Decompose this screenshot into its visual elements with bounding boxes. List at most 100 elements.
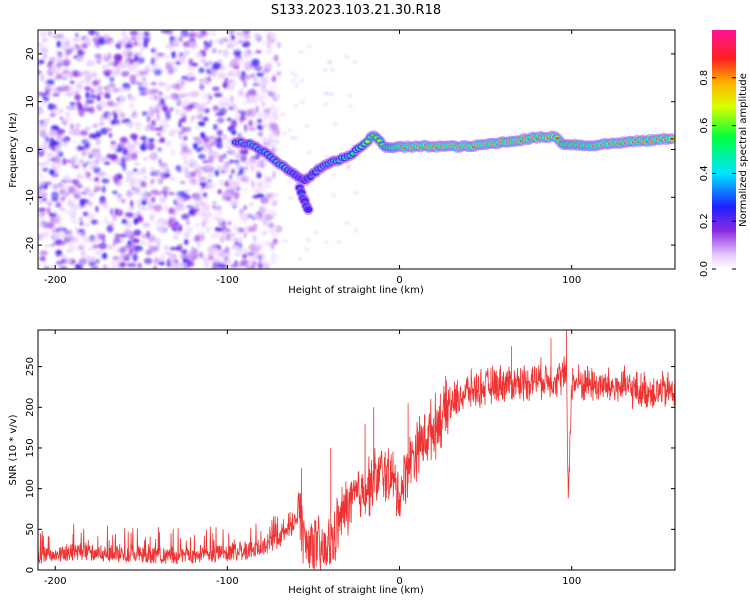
noise-speckle	[239, 242, 243, 246]
noise-speckle	[101, 66, 108, 71]
noise-speckle	[62, 157, 67, 166]
noise-speckle	[151, 63, 161, 71]
noise-speckle	[167, 68, 175, 75]
noise-speckle	[184, 166, 188, 174]
noise-speckle	[348, 104, 353, 108]
noise-speckle	[150, 245, 159, 252]
noise-speckle	[209, 70, 218, 76]
noise-speckle	[259, 39, 265, 47]
noise-speckle	[353, 191, 358, 195]
noise-speckle	[144, 141, 150, 148]
noise-speckle	[230, 168, 235, 174]
noise-speckle	[95, 258, 100, 264]
noise-speckle	[142, 222, 151, 228]
noise-speckle	[53, 229, 63, 237]
noise-speckle	[206, 228, 211, 234]
noise-speckle	[166, 258, 171, 266]
noise-speckle	[277, 41, 281, 49]
noise-speckle	[176, 196, 185, 205]
noise-speckle	[233, 104, 238, 111]
noise-speckle	[104, 216, 109, 225]
noise-speckle	[186, 149, 194, 155]
noise-speckle	[106, 153, 113, 159]
noise-speckle	[39, 172, 44, 180]
noise-speckle	[257, 244, 262, 248]
noise-speckle	[137, 33, 146, 38]
noise-speckle	[253, 252, 260, 259]
noise-speckle	[55, 260, 63, 266]
noise-speckle	[45, 94, 49, 98]
noise-speckle	[103, 92, 110, 99]
noise-speckle	[228, 106, 235, 110]
noise-speckle	[153, 107, 161, 114]
noise-speckle	[229, 199, 239, 207]
noise-speckle	[51, 243, 56, 247]
noise-speckle	[280, 112, 285, 116]
noise-speckle	[269, 209, 278, 216]
noise-speckle	[126, 194, 132, 199]
noise-speckle	[173, 206, 182, 212]
noise-speckle	[142, 157, 149, 161]
noise-speckle	[53, 209, 58, 215]
noise-speckle	[127, 222, 133, 228]
noise-speckle	[246, 95, 250, 99]
noise-speckle	[38, 124, 44, 130]
noise-speckle	[200, 58, 207, 64]
noise-speckle	[304, 124, 309, 128]
noise-speckle	[156, 228, 166, 232]
noise-speckle	[84, 126, 92, 131]
noise-speckle	[140, 207, 148, 211]
noise-speckle	[290, 136, 295, 140]
noise-speckle	[38, 234, 42, 241]
noise-speckle	[160, 172, 168, 180]
colorbar-tick-label: 0.4	[699, 165, 710, 181]
noise-speckle	[232, 48, 241, 52]
noise-speckle	[217, 189, 222, 195]
noise-speckle	[194, 235, 200, 243]
noise-speckle	[300, 100, 305, 104]
noise-speckle	[202, 160, 210, 164]
noise-speckle	[203, 261, 211, 269]
noise-speckle	[56, 213, 62, 221]
noise-speckle	[187, 32, 197, 39]
noise-speckle	[271, 252, 275, 257]
y-tick-label: -20	[25, 237, 36, 253]
noise-speckle	[77, 144, 81, 152]
noise-speckle	[158, 196, 167, 204]
noise-speckle	[39, 73, 45, 82]
noise-speckle	[121, 218, 128, 225]
noise-speckle	[261, 70, 266, 74]
noise-speckle	[239, 209, 244, 213]
noise-speckle	[178, 191, 188, 199]
noise-speckle	[55, 202, 62, 208]
noise-speckle	[38, 129, 47, 137]
noise-speckle	[248, 254, 253, 260]
noise-speckle	[209, 182, 213, 186]
noise-speckle	[269, 37, 275, 44]
noise-speckle	[234, 183, 239, 190]
noise-speckle	[151, 88, 160, 94]
noise-speckle	[38, 188, 46, 196]
noise-speckle	[88, 134, 94, 139]
noise-speckle	[268, 136, 272, 140]
noise-speckle	[238, 36, 242, 43]
noise-speckle	[102, 264, 108, 269]
noise-speckle	[93, 165, 98, 169]
noise-speckle	[165, 83, 171, 92]
noise-speckle	[239, 116, 247, 120]
noise-speckle	[140, 136, 147, 141]
noise-speckle	[255, 105, 260, 109]
noise-speckle	[307, 150, 312, 154]
noise-speckle	[227, 221, 232, 226]
noise-speckle	[186, 254, 192, 261]
noise-speckle	[152, 169, 162, 177]
noise-speckle	[165, 113, 171, 121]
noise-speckle	[117, 174, 123, 180]
noise-speckle	[140, 200, 147, 206]
noise-speckle	[94, 53, 102, 59]
noise-speckle	[125, 170, 135, 176]
noise-speckle	[46, 207, 51, 215]
noise-speckle	[255, 50, 262, 54]
noise-speckle	[201, 77, 208, 81]
